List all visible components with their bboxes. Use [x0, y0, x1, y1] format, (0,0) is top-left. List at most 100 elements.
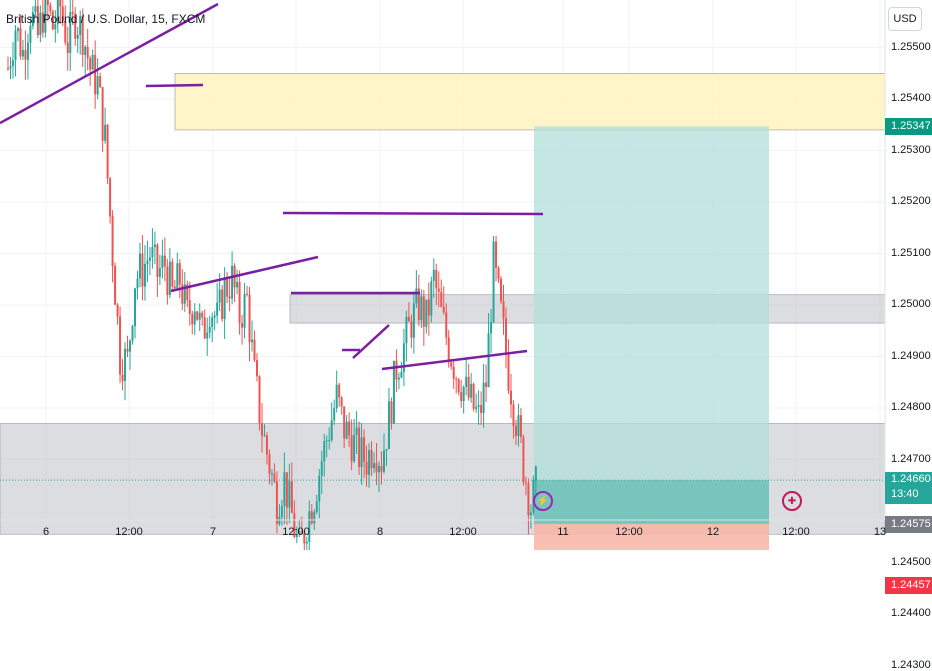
candle-body-6 — [21, 49, 24, 57]
candle-body-194 — [490, 322, 493, 334]
candle-body-191 — [482, 382, 485, 414]
candle-body-46 — [121, 374, 124, 382]
candle-body-40 — [106, 124, 109, 179]
time-tick-label: 7 — [209, 526, 217, 538]
candle-body-21 — [59, 0, 62, 7]
candle-body-15 — [44, 0, 47, 33]
candle-body-25 — [69, 12, 72, 54]
candle-body-208 — [524, 482, 527, 484]
candle-body-134 — [340, 397, 343, 407]
candle-body-23 — [64, 20, 67, 43]
price-tick-label: 1.25300 — [891, 143, 931, 156]
candle-body-169 — [427, 299, 430, 316]
candle-body-16 — [46, 0, 49, 6]
candle-body-184 — [465, 376, 468, 387]
time-tick-label: 11 — [557, 526, 569, 538]
candle-body-138 — [350, 435, 353, 462]
candle-body-174 — [440, 291, 443, 307]
candle-body-4 — [16, 28, 19, 32]
candle-body-204 — [514, 425, 517, 436]
candle-body-200 — [505, 318, 507, 355]
candle-body-1 — [9, 66, 12, 69]
candle-body-206 — [519, 415, 522, 438]
candle-body-163 — [412, 303, 415, 338]
candle-body-181 — [457, 379, 460, 393]
candle-body-30 — [81, 15, 84, 55]
candle-body-143 — [363, 437, 366, 462]
candle-body-94 — [241, 322, 244, 328]
trendline-6 — [352, 324, 390, 359]
candle-body-151 — [382, 450, 385, 472]
candle-body-33 — [89, 58, 92, 70]
candle-body-166 — [420, 296, 423, 321]
candle-body-90 — [231, 265, 234, 299]
candle-body-27 — [74, 13, 77, 39]
candle-body-63 — [163, 255, 166, 267]
trendline-2 — [170, 255, 319, 293]
candle-body-201 — [507, 354, 510, 391]
candle-body-61 — [158, 268, 161, 277]
candle-body-98 — [251, 339, 254, 343]
candle-body-153 — [387, 401, 390, 450]
time-tick-label: 8 — [376, 526, 384, 538]
lightning-icon[interactable]: ⚡ — [533, 491, 553, 511]
price-chart[interactable] — [0, 0, 932, 550]
candle-body-165 — [417, 288, 420, 321]
candle-body-180 — [455, 378, 458, 380]
candle-body-87 — [223, 279, 226, 320]
candle-body-39 — [104, 124, 107, 141]
candle-body-103 — [263, 435, 266, 437]
candle-body-26 — [71, 12, 74, 14]
candle-body-182 — [460, 392, 463, 402]
candle-body-119 — [303, 533, 306, 544]
candle-body-192 — [485, 382, 488, 388]
candle-body-43 — [114, 266, 117, 305]
candle-body-47 — [124, 348, 127, 382]
candle-body-56 — [146, 260, 149, 264]
candle-body-62 — [161, 255, 164, 269]
candle-body-58 — [151, 247, 154, 258]
candle-body-135 — [343, 406, 346, 439]
candle-body-64 — [166, 266, 169, 295]
candle-body-32 — [86, 46, 89, 59]
candle-body-144 — [365, 461, 368, 475]
candle-body-106 — [270, 473, 273, 475]
zone-supply-0 — [174, 73, 886, 131]
trendline-0 — [0, 2, 219, 125]
candlestick-series — [7, 0, 537, 550]
candle-body-188 — [475, 406, 478, 409]
candle-body-120 — [305, 541, 308, 544]
candle-body-210 — [529, 512, 532, 516]
candle-body-28 — [76, 35, 79, 39]
candle-body-13 — [39, 12, 42, 36]
candle-body-76 — [196, 311, 199, 320]
candle-body-122 — [310, 511, 313, 524]
candle-body-86 — [221, 289, 224, 320]
candle-body-79 — [203, 317, 206, 339]
candle-body-8 — [26, 42, 29, 60]
candle-body-126 — [320, 461, 323, 476]
candle-body-57 — [148, 257, 151, 261]
candle-body-52 — [136, 278, 139, 289]
candle-body-161 — [407, 316, 410, 322]
price-tick-label: 1.24900 — [891, 349, 931, 362]
candle-body-157 — [397, 377, 400, 380]
candle-body-146 — [370, 450, 373, 469]
time-tick-label: 12:00 — [115, 526, 143, 538]
candle-body-167 — [422, 296, 425, 327]
candle-body-209 — [527, 483, 530, 516]
candle-body-150 — [380, 466, 383, 472]
candle-body-78 — [201, 312, 204, 318]
candle-body-85 — [218, 289, 221, 303]
candle-body-132 — [335, 384, 338, 409]
candle-body-155 — [392, 360, 395, 424]
candle-body-123 — [313, 512, 316, 524]
candle-body-107 — [273, 473, 276, 482]
candle-body-128 — [325, 440, 328, 442]
uk-flag-icon[interactable]: ✚ — [782, 491, 802, 511]
currency-button[interactable]: USD — [888, 7, 922, 31]
candle-body-12 — [36, 6, 39, 36]
candle-body-10 — [31, 12, 34, 26]
candle-body-29 — [79, 15, 82, 36]
candle-body-130 — [330, 420, 333, 440]
